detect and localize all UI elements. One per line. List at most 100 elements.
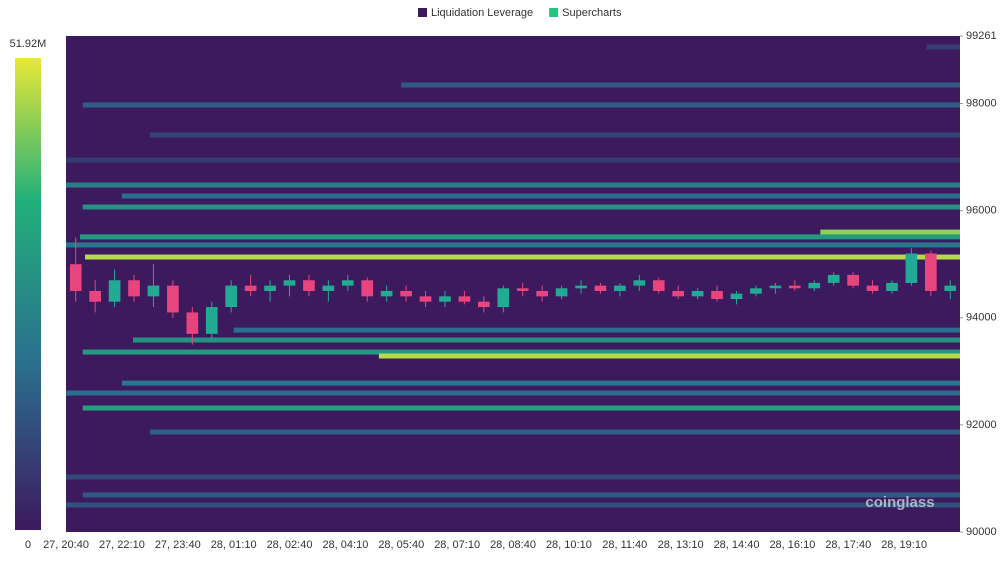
candle-body [847,274,859,286]
x-tick-label: 28, 16:10 [769,539,815,551]
legend-swatch [549,8,559,17]
liquidation-band [149,132,960,138]
candle-body [439,296,451,302]
colorbar-label: 51.92M [10,38,47,50]
x-tick-label: 28, 13:10 [658,539,704,551]
liquidation-band [84,254,960,260]
candle-body [380,290,393,297]
y-tick-label: 99261 [966,30,997,42]
x-tick-label: 28, 04:10 [322,539,368,551]
liquidation-band [121,193,960,199]
liquidation-band [82,204,960,210]
candle-body [730,293,743,300]
x-tick-label: 28, 17:40 [825,539,871,551]
candle-body [769,285,782,289]
liquidation-band [926,44,960,50]
x-tick-label: 28, 14:40 [714,539,760,551]
liquidation-band [149,429,960,435]
candle-body [283,280,296,286]
liquidation-band [79,234,960,240]
candle-body [516,288,529,291]
liquidation-band [82,405,960,411]
liquidation-band [121,380,960,386]
candle-body [108,280,121,302]
legend-label: Liquidation Leverage [431,7,533,19]
candle-body [925,253,937,291]
plot-area [66,36,960,532]
candle-body [205,307,218,334]
candle-body [944,285,957,291]
candle-body [750,288,762,294]
candle-body [711,290,723,300]
candle-body [575,285,587,289]
candle-body [536,290,548,297]
liquidation-band [66,182,960,188]
candle-body [808,282,821,289]
liquidation-band [133,337,961,343]
candle-body [225,285,238,308]
candle-body [303,280,315,291]
candle-body [594,285,607,291]
y-tick-label: 98000 [966,97,997,109]
candle-body [691,290,704,297]
liquidation-band [82,349,960,355]
x-tick-label: 27, 20:40 [43,539,89,551]
x-tick-label: 28, 01:10 [211,539,257,551]
candle-body [186,312,199,334]
candle-body [555,288,568,297]
liquidation-band [66,502,960,508]
candle-body [905,253,918,283]
y-tick-label: 96000 [966,205,997,217]
liquidation-band [66,390,960,396]
colorbar-label: 0 [25,539,31,551]
candle-body [458,296,471,302]
candle-body [788,285,801,289]
liquidation-band [66,157,960,163]
liquidation-band [378,353,960,359]
candle-body [886,282,898,291]
candle-body [497,288,510,308]
x-tick-label: 28, 02:40 [267,539,313,551]
candle-body [264,285,276,291]
liquidation-band [66,474,960,480]
candle-body [361,280,374,297]
candle-body [614,285,626,291]
y-tick-label: 92000 [966,419,997,431]
candle-body [89,290,101,302]
liquidation-band [820,229,960,235]
y-tick-label: 90000 [966,526,997,538]
liquidation-band [66,242,960,248]
candle-body [322,285,335,291]
candle-body [652,280,665,291]
candle-body [633,280,646,286]
watermark: coinglass [865,494,934,511]
legend-swatch [418,8,427,17]
candle-body [341,280,354,286]
candle-body [128,280,140,297]
legend-label: Supercharts [562,7,622,19]
liquidation-band [233,327,960,333]
x-tick-label: 28, 19:10 [881,539,927,551]
candle-body [478,301,490,308]
candle-body [419,296,432,302]
x-tick-label: 28, 08:40 [490,539,536,551]
x-tick-label: 28, 11:40 [602,539,647,551]
candle-body [69,264,82,291]
candle-body [147,285,160,297]
x-tick-label: 28, 07:10 [434,539,480,551]
candle-body [866,285,879,291]
x-tick-label: 27, 23:40 [155,539,201,551]
liquidation-band [82,492,960,498]
liquidation-band [82,102,960,108]
color-bar [15,58,41,530]
y-tick-label: 94000 [966,312,997,324]
liquidation-band [401,82,960,88]
x-tick-label: 28, 05:40 [378,539,424,551]
candle-body [672,290,685,297]
candle-body [167,285,179,313]
x-tick-label: 27, 22:10 [99,539,145,551]
x-tick-label: 28, 10:10 [546,539,592,551]
candle-body [244,285,257,291]
candle-body [400,290,412,297]
